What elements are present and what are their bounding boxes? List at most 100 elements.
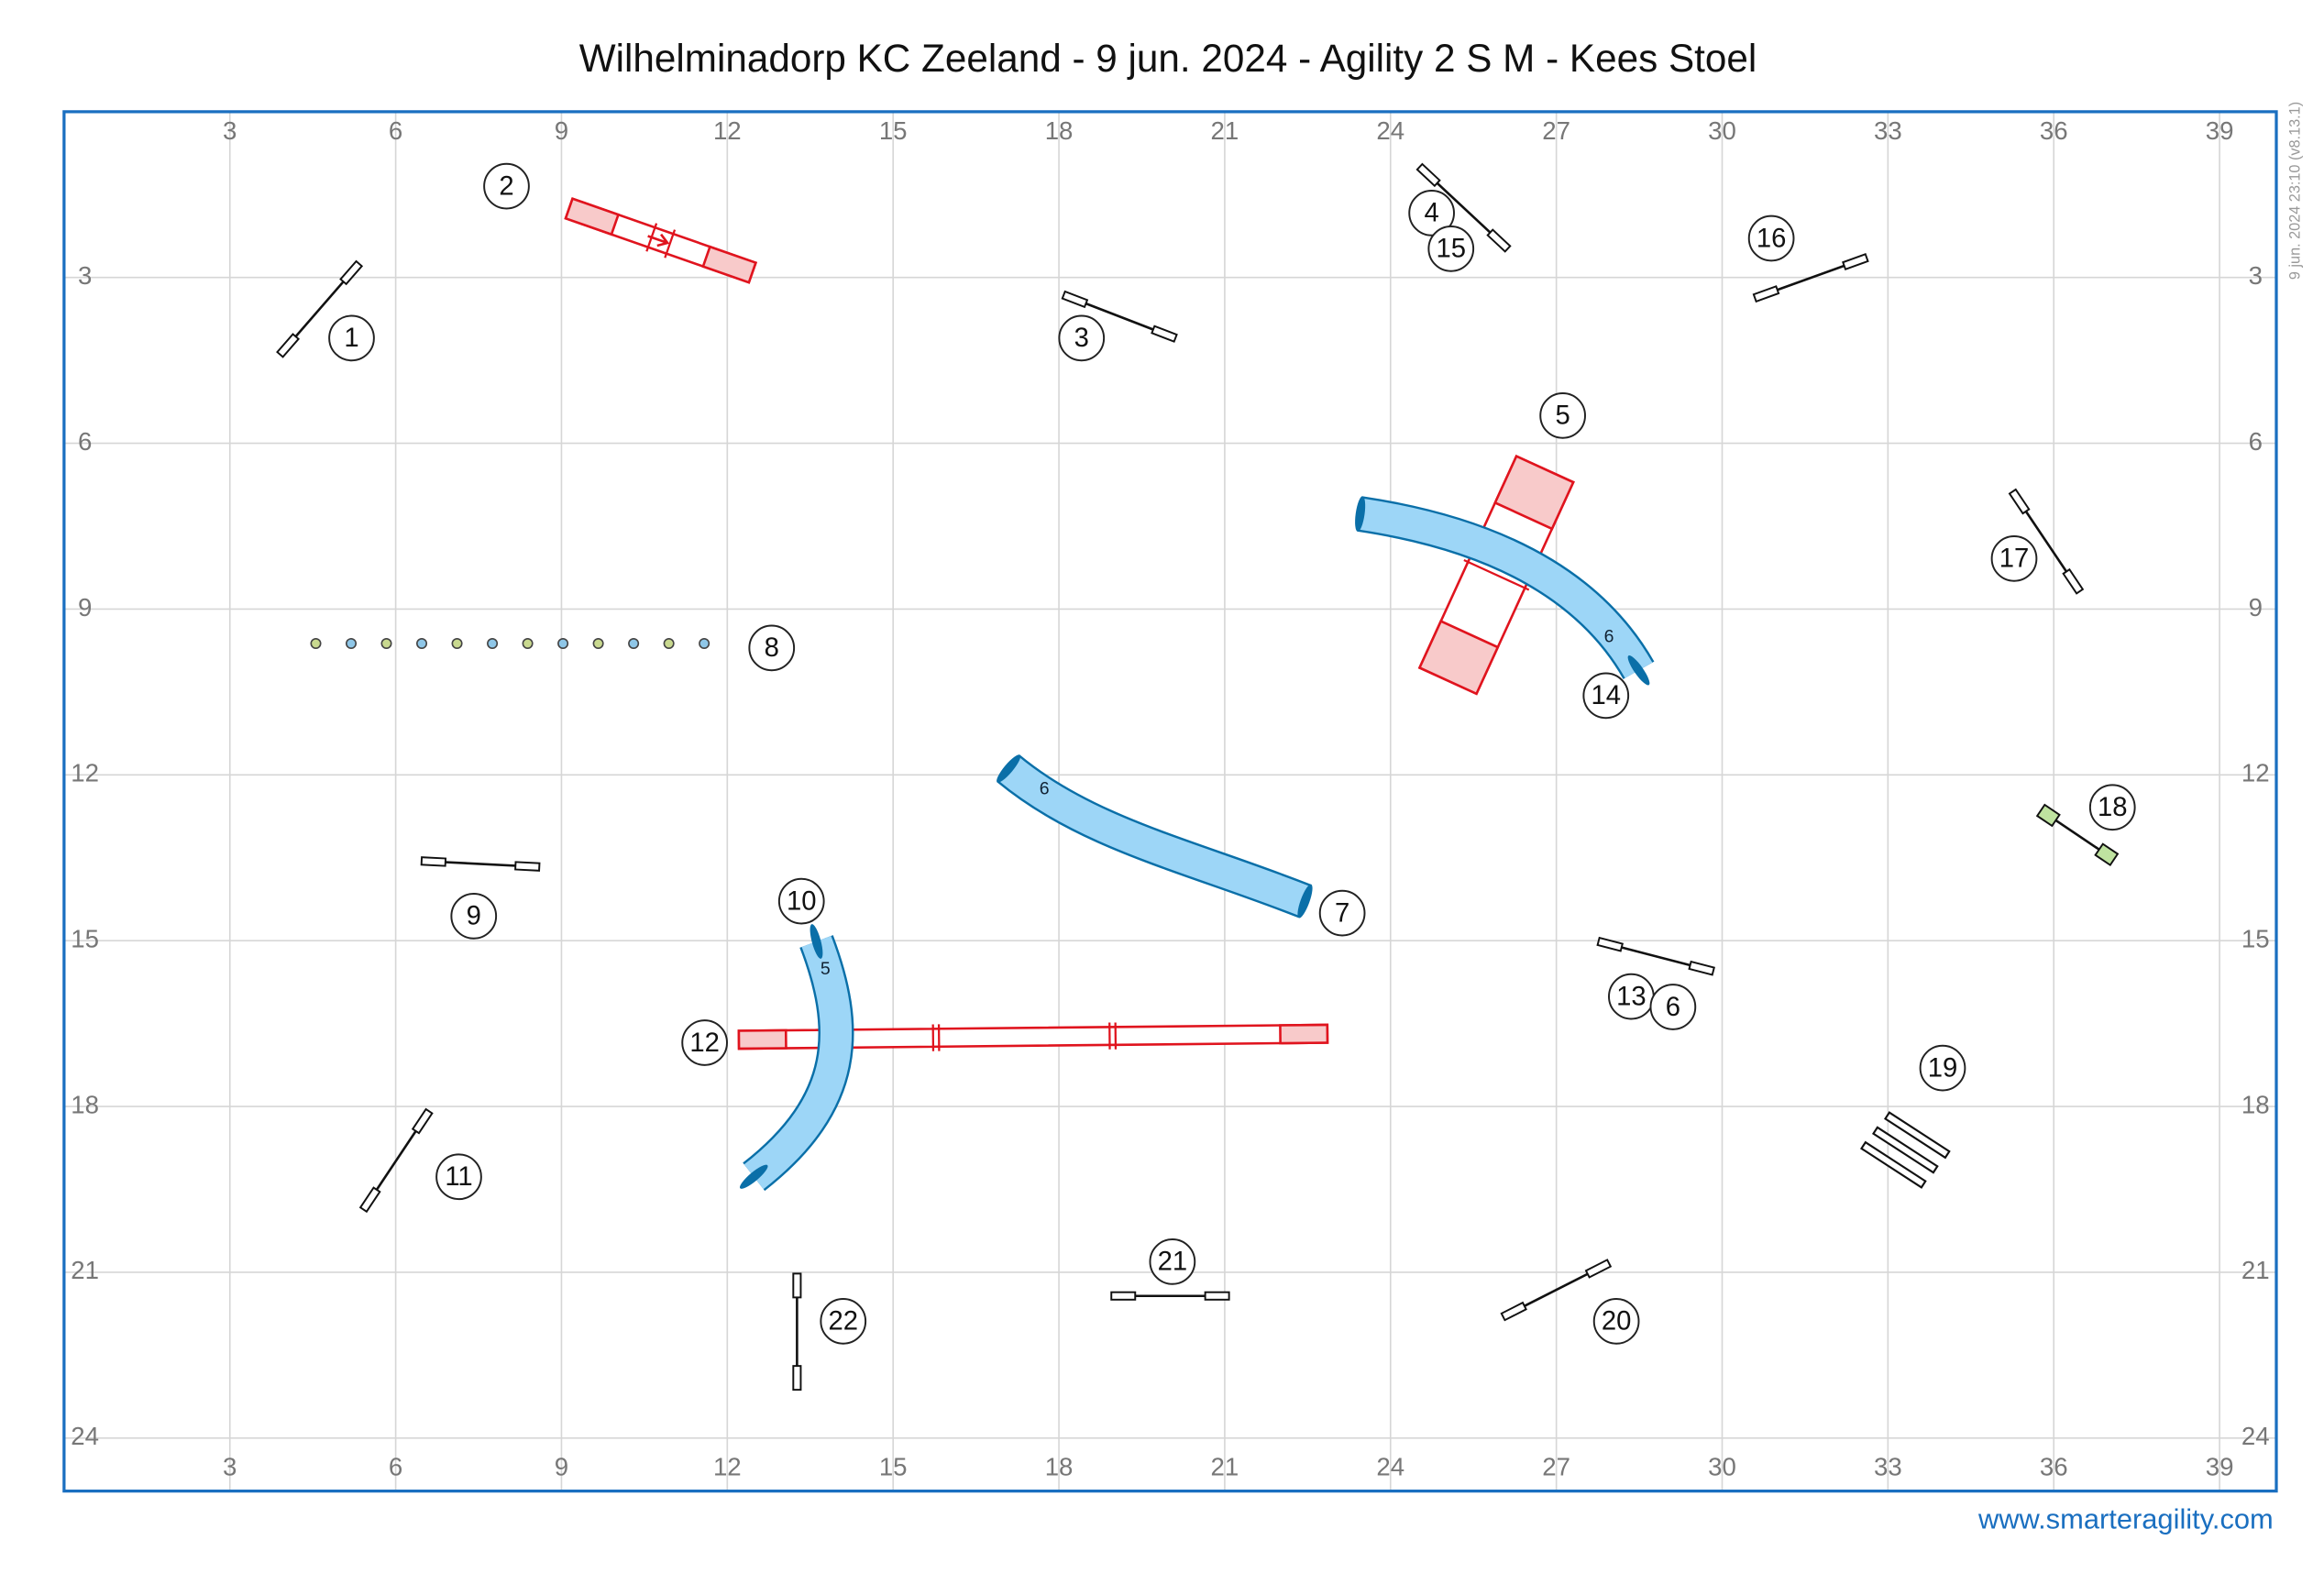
jump-wing — [1842, 253, 1869, 271]
tunnel-label: 5 — [821, 959, 831, 979]
jump-wing — [411, 1107, 434, 1135]
y-tick-label: 12 — [2241, 759, 2270, 787]
obstacle-number: 19 — [1928, 1053, 1958, 1083]
x-tick-label: 9 — [555, 116, 568, 145]
x-tick-label: 15 — [879, 116, 908, 145]
weave-pole — [592, 637, 604, 650]
y-tick-label: 9 — [2249, 593, 2263, 622]
obstacle-number: 11 — [445, 1162, 472, 1192]
x-tick-label: 27 — [1542, 116, 1570, 145]
obstacle-number: 6 — [1666, 993, 1680, 1022]
y-tick-label: 9 — [78, 593, 92, 622]
obstacle-number: 12 — [689, 1028, 720, 1058]
weave-pole — [416, 637, 428, 650]
obstacle-number: 5 — [1555, 402, 1570, 431]
weave-pole — [557, 637, 569, 650]
y-tick-label: 12 — [71, 759, 99, 787]
x-tick-label: 12 — [713, 116, 742, 145]
jump-wing — [2008, 488, 2031, 515]
x-tick-label: 27 — [1542, 1453, 1570, 1481]
number-circle — [1539, 392, 1586, 439]
jump — [1061, 290, 1178, 343]
weave-pole — [451, 637, 463, 650]
direction-arrow — [647, 233, 670, 248]
weave-pole — [380, 637, 392, 650]
x-tick-label: 18 — [1045, 1453, 1074, 1481]
number-circle — [1058, 314, 1106, 362]
jump — [358, 1107, 434, 1214]
jump-wing — [339, 259, 364, 286]
a-frame — [1417, 454, 1575, 696]
jump-wing — [1596, 936, 1625, 952]
timestamp: 9 jun. 2024 23:10 (v8.13.1) — [2286, 102, 2303, 280]
obstacle-number: 8 — [765, 633, 779, 663]
obstacle-number: 13 — [1616, 982, 1647, 1011]
jump-wing — [2094, 842, 2120, 867]
jump — [792, 1272, 802, 1392]
number-circle — [748, 624, 796, 672]
jump-wing — [2062, 567, 2085, 595]
tunnel-end — [810, 924, 823, 959]
number-circle — [820, 1298, 867, 1345]
contact-zone — [1493, 454, 1575, 531]
number-circle — [483, 162, 530, 210]
jump-wing — [1500, 1301, 1527, 1322]
x-tick-label: 6 — [389, 1453, 402, 1481]
jump — [420, 856, 541, 872]
x-tick-label: 36 — [2040, 1453, 2068, 1481]
y-tick-label: 21 — [71, 1256, 99, 1284]
weave-pole — [699, 637, 710, 650]
jump — [2035, 803, 2120, 867]
obstacle-number: 18 — [2098, 793, 2128, 822]
obstacle-number: 20 — [1602, 1307, 1632, 1336]
jump-wing — [792, 1365, 802, 1392]
weave-pole — [487, 637, 499, 650]
obstacle-number: 21 — [1158, 1248, 1188, 1277]
jump — [1415, 162, 1512, 253]
field-border — [62, 110, 2278, 1493]
plank-mark — [664, 229, 677, 258]
number-circle — [328, 314, 375, 362]
x-tick-label: 18 — [1045, 116, 1074, 145]
jump-wing — [358, 1186, 381, 1214]
obstacle-number: 7 — [1335, 898, 1349, 928]
x-tick-label: 21 — [1211, 1453, 1239, 1481]
tunnel-body — [998, 756, 1311, 916]
tunnel-end — [997, 754, 1021, 783]
footer-link: www.smarteragility.com — [1977, 1502, 2274, 1534]
y-tick-label: 21 — [2241, 1256, 2270, 1284]
number-circle — [1592, 1298, 1640, 1345]
number-circle — [1408, 190, 1455, 236]
number-circle — [777, 877, 825, 925]
jump — [2008, 488, 2085, 595]
jump-wing — [1688, 960, 1715, 976]
tunnel — [739, 924, 854, 1192]
jump-wing — [276, 333, 300, 358]
tunnel-body — [1358, 498, 1653, 678]
obstacle-number: 10 — [787, 886, 817, 916]
x-tick-label: 30 — [1708, 116, 1736, 145]
number-circle — [1649, 984, 1697, 1030]
x-tick-label: 9 — [555, 1453, 568, 1481]
y-tick-label: 15 — [2241, 924, 2270, 952]
x-tick-label: 33 — [1874, 1453, 1902, 1481]
jump — [276, 259, 364, 358]
title: Wilhelminadorp KC Zeeland - 9 jun. 2024 … — [579, 37, 1757, 80]
number-circle — [1747, 214, 1795, 262]
x-tick-label: 15 — [879, 1453, 908, 1481]
number-circle — [435, 1153, 482, 1201]
number-circle — [681, 1019, 728, 1066]
jump-wing — [1486, 228, 1512, 253]
y-tick-label: 3 — [78, 261, 92, 290]
y-tick-label: 15 — [71, 924, 99, 952]
number-circle — [1149, 1238, 1196, 1285]
weave-pole — [522, 637, 534, 650]
jump-wing — [514, 861, 541, 872]
x-tick-label: 3 — [223, 1453, 237, 1481]
obstacle-number: 17 — [1999, 544, 2030, 574]
obstacle-number: 16 — [1757, 224, 1787, 253]
plank-mark — [1463, 558, 1530, 591]
jump-wing — [792, 1272, 802, 1299]
